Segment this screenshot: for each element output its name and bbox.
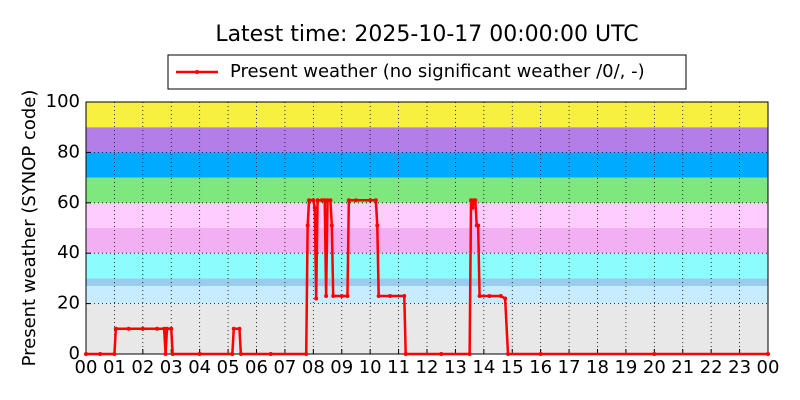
data-point <box>126 326 131 331</box>
data-point <box>319 198 324 203</box>
x-tick-label: 09 <box>330 357 353 378</box>
y-tick-label: 0 <box>69 343 80 364</box>
x-tick-label: 08 <box>302 357 325 378</box>
x-tick-label: 06 <box>245 357 268 378</box>
data-point <box>304 352 309 356</box>
data-point <box>388 294 393 299</box>
data-point <box>487 294 492 299</box>
data-point <box>505 352 510 356</box>
data-point <box>403 352 408 356</box>
background-band <box>86 127 768 153</box>
background-band <box>86 303 768 354</box>
data-point <box>84 352 88 356</box>
background-band <box>86 152 768 178</box>
data-point <box>231 326 236 331</box>
data-point <box>353 198 358 203</box>
x-tick-label: 13 <box>444 357 467 378</box>
data-point <box>402 294 407 299</box>
data-point <box>305 223 310 228</box>
data-point <box>375 223 380 228</box>
data-point <box>476 223 481 228</box>
data-point <box>238 352 243 356</box>
data-point <box>376 294 381 299</box>
data-point <box>112 352 117 356</box>
x-tick-label: 12 <box>416 357 439 378</box>
data-point <box>237 326 242 331</box>
data-point <box>470 205 475 210</box>
legend-box <box>167 54 687 90</box>
background-band <box>86 228 768 254</box>
x-tick-label: 02 <box>131 357 154 378</box>
x-tick-label: 14 <box>472 357 495 378</box>
data-point <box>345 294 350 299</box>
data-point <box>329 223 334 228</box>
data-point <box>339 294 344 299</box>
data-point <box>169 326 174 331</box>
data-point <box>268 352 273 356</box>
y-tick-label: 80 <box>57 141 80 162</box>
data-point <box>155 326 160 331</box>
data-point <box>328 198 333 203</box>
data-point <box>324 294 329 299</box>
data-point <box>311 198 316 203</box>
x-tick-label: 18 <box>586 357 609 378</box>
y-tick-label: 60 <box>57 192 80 213</box>
x-tick-label: 20 <box>643 357 666 378</box>
y-tick-label: 40 <box>57 242 80 263</box>
data-point <box>469 198 474 203</box>
x-tick-label: 22 <box>700 357 723 378</box>
data-point <box>312 205 317 210</box>
data-point <box>373 198 378 203</box>
y-axis-label: Present weather (SYNOP code) <box>19 90 40 367</box>
x-tick-label: 01 <box>103 357 126 378</box>
data-point <box>307 198 312 203</box>
x-tick-label: 11 <box>387 357 410 378</box>
data-point <box>98 352 103 356</box>
x-tick-label: 04 <box>188 357 211 378</box>
x-tick-label: 00 <box>75 357 98 378</box>
x-tick-label: 17 <box>558 357 581 378</box>
data-point <box>503 296 508 301</box>
data-point <box>498 294 503 299</box>
data-point <box>477 294 482 299</box>
legend-label: Present weather (no significant weather … <box>230 61 645 82</box>
legend-marker <box>195 70 199 74</box>
x-tick-label: 16 <box>529 357 552 378</box>
data-point <box>314 296 319 301</box>
data-point <box>162 326 167 331</box>
x-tick-label: 19 <box>614 357 637 378</box>
y-tick-label: 100 <box>46 91 80 112</box>
data-point <box>164 326 169 331</box>
data-point <box>766 352 770 356</box>
x-tick-label: 07 <box>273 357 296 378</box>
data-point <box>346 198 351 203</box>
x-tick-label: 00 <box>757 357 780 378</box>
data-point <box>170 352 175 356</box>
data-point <box>197 352 202 356</box>
legend: Present weather (no significant weather … <box>167 54 687 90</box>
data-point <box>163 352 168 356</box>
data-point <box>368 198 373 203</box>
x-tick-label: 03 <box>160 357 183 378</box>
data-point <box>140 326 145 331</box>
y-tick-label: 20 <box>57 293 80 314</box>
chart-title: Latest time: 2025-10-17 00:00:00 UTC <box>215 22 638 47</box>
x-tick-label: 23 <box>728 357 751 378</box>
data-point <box>331 294 336 299</box>
data-point <box>538 352 543 356</box>
data-point <box>230 352 235 356</box>
data-point <box>652 352 657 356</box>
data-point <box>473 198 478 203</box>
x-tick-label: 15 <box>501 357 524 378</box>
x-tick-label: 10 <box>359 357 382 378</box>
data-point <box>325 198 330 203</box>
data-point <box>322 198 327 203</box>
data-point <box>315 198 320 203</box>
data-point <box>113 326 118 331</box>
data-point <box>467 352 472 356</box>
data-point <box>439 352 444 356</box>
x-tick-label: 21 <box>671 357 694 378</box>
x-tick-label: 05 <box>217 357 240 378</box>
